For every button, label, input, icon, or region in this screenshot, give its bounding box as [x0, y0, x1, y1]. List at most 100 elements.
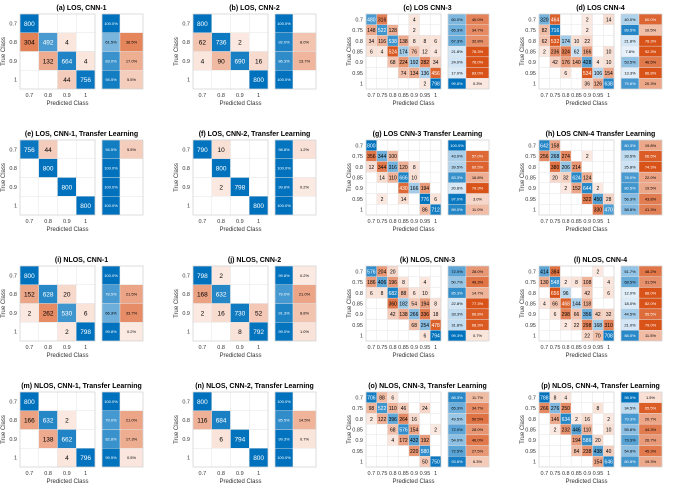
y-tick-label: 0.7	[528, 143, 536, 149]
matrix-cell	[570, 456, 583, 468]
matrix-cell	[57, 196, 77, 216]
summary-correct-text: 78.5%	[105, 292, 117, 297]
y-tick-label: 0.95	[352, 197, 363, 203]
cell-value: 2	[219, 273, 223, 280]
matrix-cell	[376, 139, 388, 151]
summary-error-cell	[292, 391, 317, 411]
cell-value: 220	[410, 449, 419, 455]
y-tick-label: 0.8	[9, 40, 17, 46]
summary-correct-text: 92.0%	[278, 40, 290, 45]
cell-value: 6	[391, 395, 394, 401]
matrix-cell	[549, 445, 561, 457]
matrix-cell	[376, 78, 388, 90]
summary-error-text: 13.7%	[299, 58, 311, 63]
summary-error-text: 68.3%	[472, 322, 484, 327]
cell-value: 522	[378, 28, 387, 34]
y-tick-label: 0.8	[528, 39, 536, 45]
cell-value: 800	[24, 21, 35, 28]
matrix-cell	[19, 177, 39, 197]
cell-value: 322	[583, 197, 592, 203]
y-tick-label: 1	[360, 334, 363, 340]
cell-value: 146	[551, 417, 560, 423]
cell-value: 2	[597, 186, 600, 192]
summary-correct-text: 100.0%	[450, 143, 464, 148]
cell-value: 62	[199, 40, 207, 47]
cell-value: 110	[389, 406, 397, 412]
cell-value: 794	[234, 436, 245, 443]
cell-value: 2	[201, 310, 205, 317]
matrix-cell	[419, 24, 431, 36]
cell-value: 576	[399, 428, 408, 434]
matrix-cell	[192, 429, 212, 449]
matrix-cell	[408, 139, 420, 151]
summary-border	[274, 13, 317, 90]
cell-value: 16	[411, 417, 417, 423]
x-tick-label: 0.95	[420, 345, 431, 351]
matrix-cell	[430, 287, 442, 299]
cell-value: 800	[80, 203, 91, 210]
summary-correct-text: 99.8%	[105, 329, 117, 334]
matrix-cell	[249, 429, 269, 449]
summary-correct-text: 79.3%	[624, 416, 636, 421]
matrix-border	[19, 265, 96, 342]
cell-value: 798	[431, 82, 440, 88]
cell-value: 116	[197, 418, 208, 425]
matrix-cell	[76, 429, 96, 449]
matrix-cell	[549, 204, 561, 216]
summary-error-text: 33.7%	[126, 310, 138, 315]
matrix-cell	[76, 158, 96, 178]
y-axis-label: True Class	[347, 415, 353, 444]
y-tick-label: 0.9	[9, 185, 17, 191]
cell-value: 204	[378, 269, 387, 275]
cell-value: 12	[369, 165, 375, 171]
cell-value: 282	[421, 60, 430, 66]
cell-value: 800	[61, 184, 72, 191]
matrix-cell	[397, 139, 410, 151]
cell-value: 800	[253, 77, 264, 84]
cell-value: 2	[564, 323, 567, 329]
matrix-cell	[549, 67, 561, 79]
cell-value: 182	[399, 302, 408, 308]
cell-value: 70	[595, 334, 601, 340]
y-tick-label: 0.75	[525, 406, 536, 412]
summary-border	[101, 139, 144, 216]
cell-value: 256	[540, 154, 549, 160]
summary-error-cell	[119, 158, 144, 178]
matrix-cell	[249, 139, 269, 159]
summary-correct-text: 24.0%	[451, 60, 463, 65]
matrix-cell	[603, 434, 615, 446]
panel-title: (a) LOS, CNN-1	[56, 5, 106, 12]
panel-title: (n) NLOS, CNN-2, Transfer Learning	[195, 383, 314, 390]
summary-correct-text: 80.5%	[624, 186, 636, 191]
matrix-cell	[570, 204, 583, 216]
y-tick-label: 0.85	[352, 176, 363, 182]
summary-border	[101, 391, 144, 468]
matrix-cell	[397, 265, 410, 277]
y-tick-label: 0.85	[525, 176, 536, 182]
x-tick-label: 0.85	[398, 93, 409, 99]
matrix-cell	[581, 456, 593, 468]
x-tick-label: 0.9	[63, 345, 71, 351]
x-tick-label: 0.7	[541, 219, 549, 225]
cell-value: 6	[434, 39, 437, 45]
matrix-cell	[570, 287, 583, 299]
cell-value: 8	[381, 291, 384, 297]
cell-value: 6	[370, 50, 373, 56]
summary-correct-text: 99.8%	[278, 273, 290, 278]
summary-error-text: 44.3%	[645, 427, 657, 432]
x-tick-label: 0.7	[199, 93, 207, 99]
cell-value: 2	[607, 417, 610, 423]
x-tick-label: 0.85	[571, 93, 582, 99]
y-tick-label: 0.7	[355, 17, 363, 23]
cell-value: 18	[433, 312, 439, 318]
summary-correct-text: 25.8%	[624, 164, 636, 169]
cell-value: 298	[562, 312, 571, 318]
cell-value: 470	[604, 208, 613, 214]
cell-value: 42	[390, 312, 396, 318]
cell-value: 456	[431, 71, 440, 77]
panel-title: (b) LOS, CNN-2	[229, 5, 280, 12]
summary-correct-text: 94.5%	[105, 147, 117, 152]
summary-border	[620, 265, 663, 342]
